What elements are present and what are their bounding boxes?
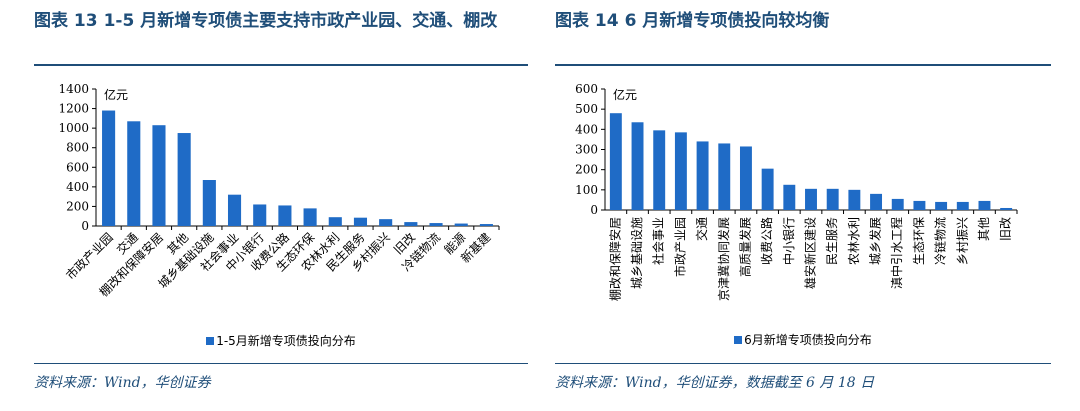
left-legend: 1-5月新增专项债投向分布 (34, 332, 528, 349)
left-bar (454, 223, 468, 226)
left-figure-title: 图表 13 1-5 月新增专项债主要支持市政产业园、交通、棚改 (34, 8, 528, 34)
left-source: 资料来源：Wind，华创证券 (34, 375, 211, 391)
right-bar (739, 146, 752, 210)
left-y-tick-label: 600 (66, 160, 89, 174)
left-y-tick-label: 800 (66, 141, 89, 155)
right-chart: 0 100 200 300 400 500 600 亿元棚改和保障安居 城乡基础设施 社会事业 市政… (555, 72, 1051, 332)
right-x-tick-label: 乡村振兴 (955, 217, 969, 265)
right-bar (805, 188, 817, 210)
right-figure-tag: 图表 14 (555, 11, 619, 31)
right-y-tick-label: 0 (590, 203, 598, 217)
left-bar (253, 204, 267, 226)
right-unit-label: 亿元 (613, 87, 637, 102)
left-bar (404, 222, 418, 226)
right-y-tick-label: 300 (575, 143, 598, 157)
right-bar (1000, 207, 1013, 210)
right-bar (718, 143, 731, 210)
left-bar (479, 224, 493, 226)
right-bar (935, 201, 948, 210)
left-bar (429, 223, 443, 226)
right-bar (978, 200, 991, 210)
right-title-rule (555, 64, 1051, 66)
left-y-tick-label: 1000 (58, 121, 89, 135)
left-bar (353, 217, 368, 226)
right-y-tick-label: 400 (575, 122, 598, 136)
right-bar (653, 130, 666, 210)
right-figure: 图表 14 6 月新增专项债投向较均衡 0 100 200 300 400 500 600 亿元… (555, 0, 1051, 411)
right-x-tick-label: 高质量发展 (737, 217, 752, 277)
left-unit-label: 亿元 (104, 87, 128, 102)
right-x-tick-label: 旧改 (999, 217, 1013, 241)
left-y-tick-label: 400 (66, 180, 89, 194)
right-bar (826, 188, 839, 210)
left-bar (303, 208, 317, 226)
right-figure-title: 图表 14 6 月新增专项债投向较均衡 (555, 8, 1051, 34)
right-source: 资料来源：Wind，华创证券，数据截至 6 月 18 日 (555, 375, 875, 391)
right-bottom-rule (555, 363, 1051, 364)
left-bar (127, 121, 141, 226)
right-x-tick-label: 城乡发展 (868, 217, 883, 265)
right-legend-swatch (734, 336, 743, 344)
left-legend-label: 1-5月新增专项债投向分布 (216, 334, 356, 348)
right-x-tick-label: 市政产业园 (672, 217, 687, 277)
right-y-tick-label: 600 (575, 82, 598, 96)
right-x-tick-label: 农林水利 (847, 217, 861, 265)
left-chart: 0 200 400 600 800 1000 1200 1400 亿元 市政产业园 交通 棚改和保障安… (34, 72, 528, 342)
left-bar (227, 194, 242, 226)
right-bar (674, 132, 687, 210)
right-x-tick-label: 收费公路 (759, 217, 774, 265)
right-x-tick-label: 城乡基础设施 (630, 217, 644, 289)
left-figure-title-text: 1-5 月新增专项债主要支持市政产业园、交通、棚改 (103, 11, 498, 31)
left-title-rule (34, 64, 528, 66)
left-bar (328, 217, 342, 226)
left-y-tick-label: 1400 (58, 82, 89, 96)
right-x-tick-label: 生态环保 (912, 217, 926, 265)
right-bar (870, 193, 883, 210)
right-x-tick-label: 雄安新区建设 (803, 217, 818, 289)
right-bar (891, 198, 904, 210)
right-legend: 6月新增专项债投向分布 (555, 331, 1051, 348)
left-y-tick-label: 0 (81, 219, 89, 233)
left-bar (278, 205, 292, 226)
right-bar (783, 184, 796, 210)
right-x-tick-label: 民生服务 (824, 217, 839, 265)
right-x-tick-label: 社会事业 (651, 217, 666, 265)
right-bar (761, 168, 774, 210)
right-x-tick-label: 中小银行 (781, 217, 796, 265)
left-legend-swatch (206, 337, 215, 345)
left-y-tick-label: 200 (66, 199, 89, 213)
right-y-tick-label: 200 (575, 163, 598, 177)
left-bottom-rule (34, 363, 528, 364)
right-bar (913, 200, 926, 210)
right-bar (696, 141, 709, 210)
left-x-tick-label: 市政产业园 (63, 230, 116, 283)
right-x-tick-label: 其他 (977, 217, 991, 241)
right-x-tick-label: 京津冀协同发展 (716, 217, 731, 301)
right-bar (848, 189, 861, 210)
left-figure-tag: 图表 13 (34, 11, 98, 31)
right-x-tick-label: 棚改和保障安居 (607, 217, 622, 301)
right-bar (631, 122, 644, 210)
right-legend-label: 6月新增专项债投向分布 (744, 333, 872, 347)
right-x-tick-label: 交通 (694, 217, 709, 241)
right-x-tick-label: 滇中引水工程 (889, 217, 904, 289)
right-x-tick-label: 冷链物流 (933, 217, 948, 265)
right-figure-title-text: 6 月新增专项债投向较均衡 (624, 11, 830, 31)
left-bar (177, 133, 191, 226)
left-y-tick-label: 1200 (58, 102, 89, 116)
left-figure: 图表 13 1-5 月新增专项债主要支持市政产业园、交通、棚改 0 200 400 60… (34, 0, 528, 411)
right-y-tick-label: 100 (575, 183, 598, 197)
left-bar (202, 180, 216, 226)
right-bar (609, 113, 622, 210)
left-bar (152, 125, 166, 226)
right-y-tick-label: 500 (575, 102, 598, 116)
right-bar (956, 201, 969, 210)
left-bar (379, 219, 393, 226)
left-bar (102, 110, 116, 226)
